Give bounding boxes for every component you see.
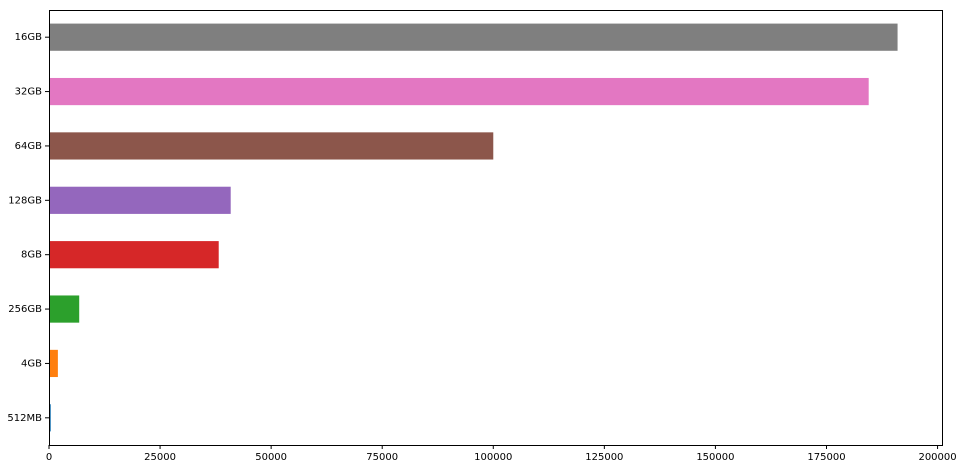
y-tick-label: 512MB [7, 413, 42, 424]
y-tick-label: 8GB [21, 250, 42, 261]
x-axis-ticks: 0 25000 50000 75000 100000 125000 150000 175000… [46, 445, 957, 463]
y-tick-label: 128GB [8, 195, 42, 206]
x-tick-label: 175000 [807, 452, 845, 463]
x-tick-label: 100000 [474, 452, 512, 463]
bar-64gb [49, 132, 494, 160]
y-tick-label: 64GB [15, 141, 42, 152]
bar-16gb [49, 23, 898, 51]
x-tick-label: 50000 [255, 452, 287, 463]
bar-256gb [49, 295, 80, 323]
bar-8gb [49, 241, 219, 269]
x-tick-label: 125000 [585, 452, 623, 463]
x-tick-label: 200000 [918, 452, 956, 463]
x-tick-label: 75000 [366, 452, 398, 463]
x-tick-label: 150000 [696, 452, 734, 463]
plot-frame [49, 10, 943, 446]
bar-128gb [49, 186, 231, 214]
bar-4gb [49, 349, 58, 378]
y-axis-ticks: 512MB 4GB 256GB 8GB 128GB 64GB 32GB 16GB [7, 32, 49, 424]
bar-32gb [49, 77, 869, 106]
y-tick-label: 4GB [21, 358, 42, 369]
x-tick-label: 25000 [144, 452, 176, 463]
y-tick-label: 256GB [8, 304, 42, 315]
y-tick-label: 32GB [15, 87, 42, 98]
bars-group [49, 23, 898, 432]
y-tick-label: 16GB [15, 32, 42, 43]
x-tick-label: 0 [46, 452, 52, 463]
